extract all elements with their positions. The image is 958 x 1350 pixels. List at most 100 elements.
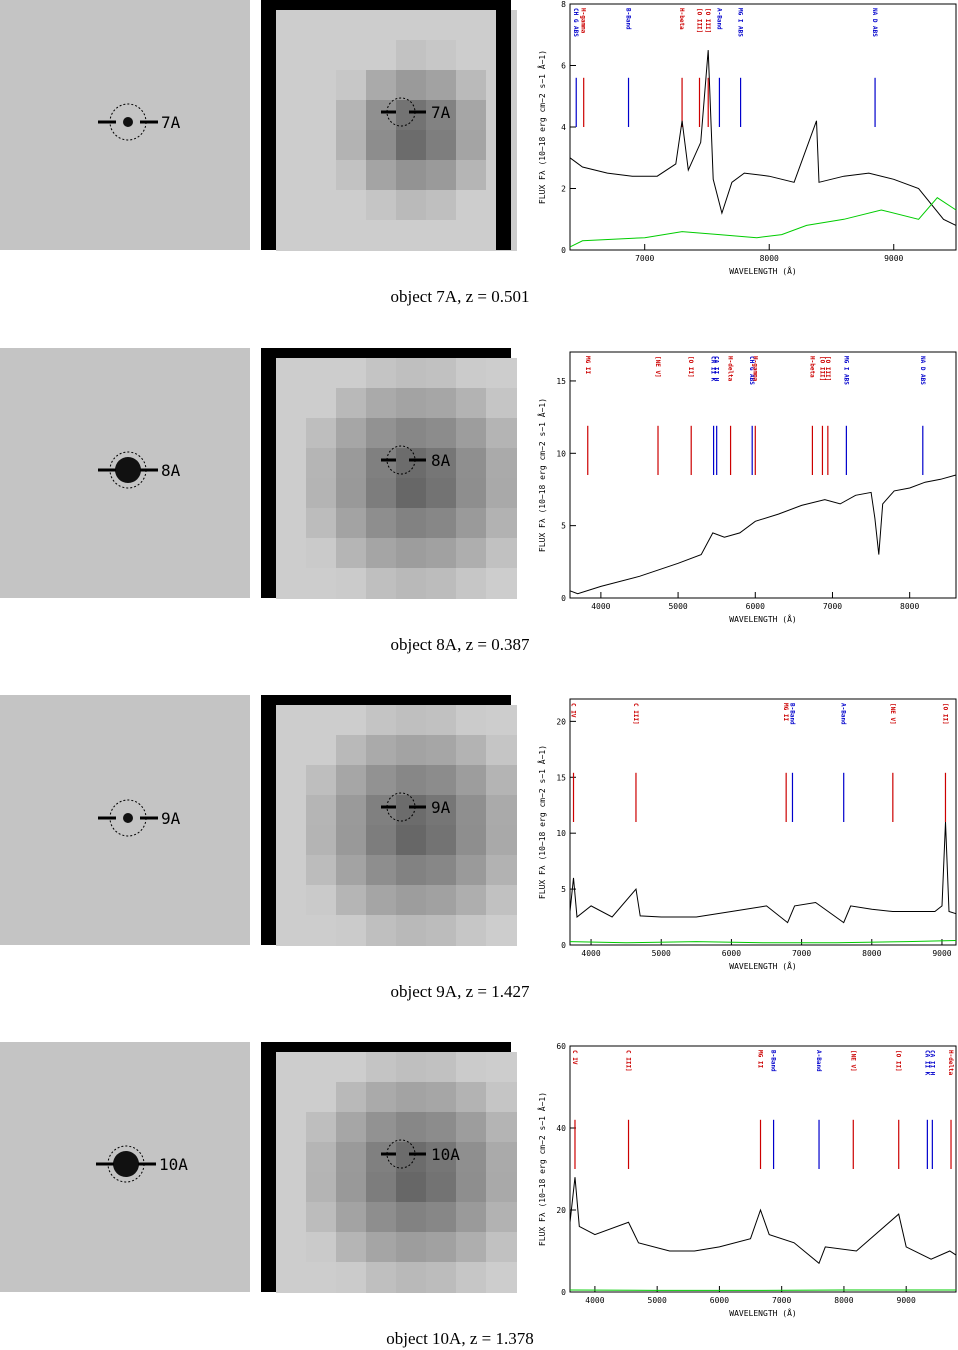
spectral-line-label: CA II H — [928, 1050, 935, 1076]
pixel — [306, 40, 337, 71]
pixel — [306, 1202, 337, 1233]
pixel — [306, 568, 337, 599]
caption: object 8A, z = 0.387 — [391, 635, 530, 654]
pixel — [426, 130, 457, 161]
pixel — [336, 538, 367, 569]
spectral-line-label: MG II — [757, 1050, 764, 1068]
pixel — [366, 448, 397, 479]
x-tick-label: 9000 — [932, 949, 951, 958]
pixel — [426, 10, 457, 41]
object-label: 10A — [159, 1155, 188, 1174]
pixel — [486, 1082, 517, 1113]
pixel — [276, 40, 307, 71]
pixel — [396, 1052, 427, 1083]
pixel — [486, 538, 517, 569]
pixel — [426, 1262, 457, 1293]
pixel — [426, 478, 457, 509]
spectral-line-label: B-Band — [788, 703, 795, 725]
pixel — [276, 568, 307, 599]
pixel — [396, 915, 427, 946]
pixel — [426, 1202, 457, 1233]
spectral-line-label: C IV — [570, 703, 577, 718]
pixel — [306, 915, 337, 946]
y-tick-label: 8 — [561, 0, 566, 9]
pixel — [276, 478, 307, 509]
pixel — [396, 1172, 427, 1203]
pixel — [426, 358, 457, 389]
pixel — [306, 855, 337, 886]
pixel — [456, 1232, 487, 1263]
pixel — [276, 358, 307, 389]
spectral-line-label: NA D ABS — [871, 8, 878, 37]
pixel — [336, 885, 367, 916]
pixel — [426, 388, 457, 419]
pixel — [366, 705, 397, 736]
pixel — [336, 508, 367, 539]
pixel — [366, 765, 397, 796]
pixel — [276, 388, 307, 419]
pixel — [456, 10, 487, 41]
pixel — [276, 508, 307, 539]
pixel — [336, 1202, 367, 1233]
x-tick-label: 4000 — [591, 602, 610, 611]
pixel — [366, 1052, 397, 1083]
edge — [261, 0, 276, 250]
x-tick-label: 7000 — [823, 602, 842, 611]
pixel — [306, 795, 337, 826]
pixel — [456, 100, 487, 131]
pixel — [366, 418, 397, 449]
pixel — [366, 388, 397, 419]
pixel — [366, 40, 397, 71]
x-tick-label: 5000 — [652, 949, 671, 958]
pixel — [336, 705, 367, 736]
pixel — [396, 70, 427, 101]
spectral-line-label: [O III] — [704, 8, 711, 33]
spectral-line-label: CH G ABS — [748, 356, 755, 385]
pixel — [336, 478, 367, 509]
pixel — [276, 735, 307, 766]
pixel — [456, 358, 487, 389]
pixel — [336, 40, 367, 71]
spectral-line-label: B-Band — [770, 1050, 777, 1072]
spectral-line-label: MG I ABS — [737, 8, 744, 37]
pixel — [396, 568, 427, 599]
pixel — [336, 915, 367, 946]
pixel — [456, 160, 487, 191]
pixel — [306, 418, 337, 449]
pixel — [366, 100, 397, 131]
pixel — [426, 915, 457, 946]
pixel — [306, 765, 337, 796]
pixel — [396, 1082, 427, 1113]
pixel — [426, 735, 457, 766]
spectral-line-label: [O II] — [687, 356, 694, 378]
pixel — [306, 478, 337, 509]
y-tick-label: 20 — [556, 1206, 566, 1215]
spectral-line-label: C IV — [571, 1050, 578, 1065]
pixel — [276, 705, 307, 736]
pixel — [426, 825, 457, 856]
x-axis-label: WAVELENGTH (Å) — [729, 1307, 796, 1318]
pixel — [336, 1082, 367, 1113]
pixel — [486, 1052, 517, 1083]
pixel — [336, 190, 367, 221]
pixel — [276, 1142, 307, 1173]
pixel — [306, 160, 337, 191]
pixel — [486, 1172, 517, 1203]
pixel — [456, 40, 487, 71]
pixel — [426, 1232, 457, 1263]
pixel — [306, 735, 337, 766]
pixel — [276, 100, 307, 131]
pixel — [396, 358, 427, 389]
spectral-line-label: CH G ABS — [572, 8, 579, 37]
pixel — [486, 508, 517, 539]
pixel — [486, 1202, 517, 1233]
pixel — [396, 855, 427, 886]
pixel — [336, 1142, 367, 1173]
spectral-line-label: [NE V] — [889, 703, 896, 725]
x-tick-label: 8000 — [900, 602, 919, 611]
pixel — [306, 538, 337, 569]
pixel — [366, 855, 397, 886]
pixel — [366, 1112, 397, 1143]
pixel — [456, 825, 487, 856]
